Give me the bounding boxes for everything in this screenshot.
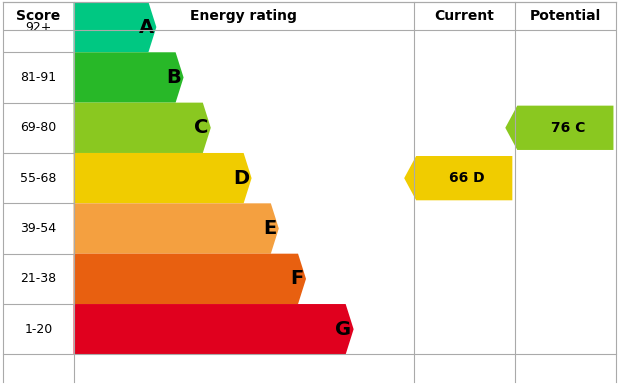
Text: 81-91: 81-91: [20, 71, 56, 84]
Text: C: C: [194, 118, 209, 137]
Polygon shape: [404, 156, 513, 200]
Text: 21-38: 21-38: [20, 272, 56, 285]
Text: 76 C: 76 C: [552, 121, 586, 135]
Text: 66 D: 66 D: [449, 171, 485, 185]
Text: B: B: [167, 68, 181, 87]
Text: Potential: Potential: [530, 9, 601, 23]
Text: 55-68: 55-68: [20, 172, 56, 185]
Text: Current: Current: [435, 9, 494, 23]
Polygon shape: [74, 204, 279, 254]
Text: 39-54: 39-54: [20, 222, 56, 235]
Polygon shape: [74, 254, 306, 304]
Text: 69-80: 69-80: [20, 121, 56, 134]
Text: 1-20: 1-20: [24, 323, 53, 336]
Polygon shape: [74, 304, 353, 354]
Text: Energy rating: Energy rating: [190, 9, 297, 23]
Text: A: A: [139, 18, 154, 36]
Polygon shape: [74, 52, 184, 103]
Text: G: G: [335, 320, 351, 339]
Polygon shape: [74, 2, 157, 52]
Text: 92+: 92+: [25, 21, 51, 33]
Text: E: E: [263, 219, 276, 238]
Polygon shape: [74, 153, 251, 204]
Text: F: F: [290, 269, 303, 288]
Text: D: D: [233, 169, 249, 188]
Text: Score: Score: [16, 9, 61, 23]
Polygon shape: [74, 103, 211, 153]
Polygon shape: [505, 106, 613, 150]
